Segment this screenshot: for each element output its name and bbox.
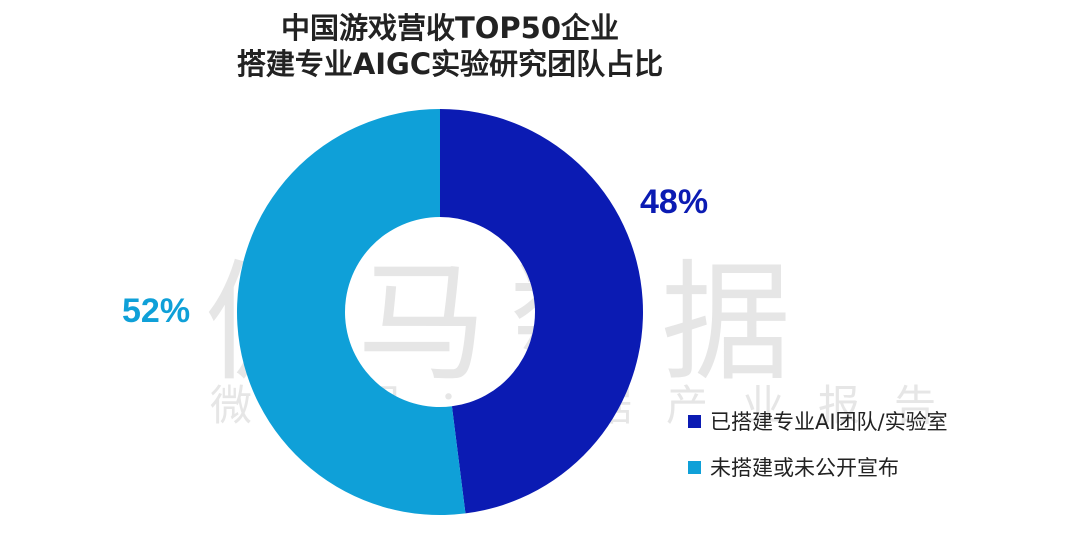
- chart-subtitle: 搭建专业AIGC实验研究团队占比: [236, 47, 664, 82]
- chart-title-block: 中国游戏营收TOP50企业 搭建专业AIGC实验研究团队占比: [190, 10, 710, 83]
- slice-not-built: [237, 109, 466, 515]
- chart-title: 中国游戏营收TOP50企业: [280, 11, 620, 45]
- legend-label-built-team: 已搭建专业AI团队/实验室: [710, 410, 948, 434]
- legend-item-built-team: 已搭建专业AI团队/实验室: [688, 398, 948, 444]
- data-label-not-built: 52%: [122, 292, 191, 330]
- legend-swatch-not-built: [688, 460, 701, 474]
- legend-swatch-built-team: [688, 414, 701, 428]
- legend-label-not-built: 未搭建或未公开宣布: [710, 456, 899, 480]
- legend: 已搭建专业AI团队/实验室 未搭建或未公开宣布: [688, 398, 948, 490]
- legend-item-not-built: 未搭建或未公开宣布: [688, 444, 948, 490]
- data-label-built-team: 48%: [640, 183, 709, 221]
- slice-built-team: [440, 109, 644, 514]
